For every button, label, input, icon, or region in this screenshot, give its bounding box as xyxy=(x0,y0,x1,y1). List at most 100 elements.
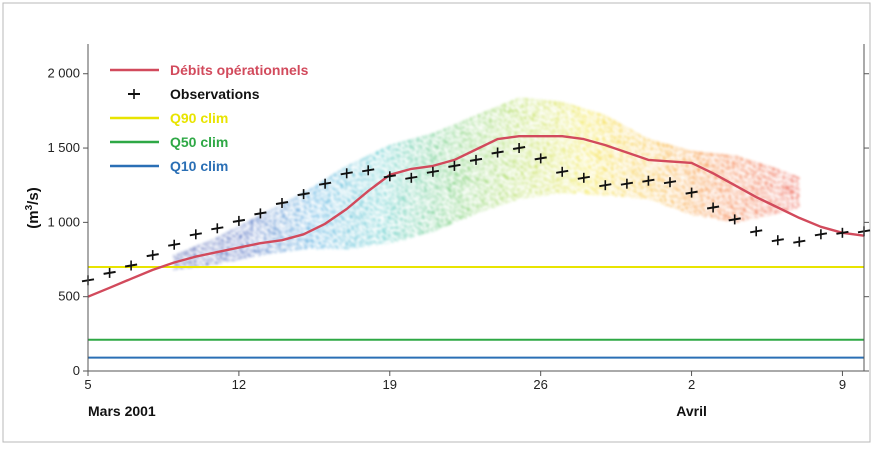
ensemble-trace xyxy=(297,218,298,222)
ensemble-trace xyxy=(212,239,213,241)
ensemble-trace xyxy=(699,172,700,175)
ensemble-trace xyxy=(294,208,295,210)
ensemble-trace xyxy=(458,168,459,170)
ensemble-trace xyxy=(222,246,223,250)
ensemble-trace xyxy=(421,151,422,154)
ensemble-trace xyxy=(393,207,394,211)
ensemble-trace xyxy=(407,219,408,223)
ensemble-trace xyxy=(721,209,722,212)
ensemble-trace xyxy=(611,175,612,178)
ensemble-trace xyxy=(693,176,694,180)
ensemble-trace xyxy=(340,192,341,195)
ensemble-trace xyxy=(783,204,784,206)
ensemble-trace xyxy=(411,197,412,201)
ensemble-trace xyxy=(722,174,723,176)
ensemble-trace xyxy=(391,212,392,215)
ensemble-trace xyxy=(585,141,586,145)
ensemble-trace xyxy=(563,102,564,107)
ensemble-trace xyxy=(203,265,204,267)
ensemble-trace xyxy=(349,229,350,233)
ensemble-trace xyxy=(690,167,691,169)
ensemble-trace xyxy=(601,114,602,116)
ensemble-trace xyxy=(566,180,567,183)
ensemble-trace xyxy=(311,198,312,200)
ensemble-trace xyxy=(376,173,377,176)
ensemble-trace xyxy=(599,156,600,161)
ensemble-trace xyxy=(745,163,746,165)
ensemble-trace xyxy=(587,179,588,183)
ensemble-trace xyxy=(532,180,533,182)
ensemble-trace xyxy=(265,217,266,221)
ensemble-trace xyxy=(189,263,190,265)
ensemble-trace xyxy=(441,136,442,139)
ensemble-trace xyxy=(612,190,613,195)
ensemble-trace xyxy=(681,209,682,211)
ensemble-trace xyxy=(762,181,763,184)
ensemble-trace xyxy=(714,200,715,202)
ensemble-trace xyxy=(551,191,552,193)
ensemble-trace xyxy=(378,158,379,160)
ensemble-trace xyxy=(507,152,508,155)
ensemble-trace xyxy=(484,152,485,154)
ensemble-trace xyxy=(371,214,372,216)
ensemble-trace xyxy=(659,153,660,157)
ensemble-trace xyxy=(703,213,704,217)
ensemble-trace xyxy=(616,132,617,136)
ensemble-trace xyxy=(510,127,511,130)
ensemble-trace xyxy=(278,228,279,232)
ensemble-trace xyxy=(419,161,420,163)
ensemble-trace xyxy=(611,150,612,153)
ensemble-trace xyxy=(260,219,261,223)
ensemble-trace xyxy=(390,166,391,171)
ensemble-trace xyxy=(724,202,725,206)
ensemble-trace xyxy=(566,161,567,166)
ensemble-trace xyxy=(431,178,432,180)
ensemble-trace xyxy=(333,197,334,200)
ensemble-trace xyxy=(479,177,480,181)
ensemble-trace xyxy=(477,183,478,188)
ensemble-trace xyxy=(244,237,245,242)
ensemble-trace xyxy=(356,175,357,177)
ensemble-trace xyxy=(709,158,710,160)
ensemble-trace xyxy=(339,197,340,202)
ensemble-trace xyxy=(542,103,543,107)
ensemble-trace xyxy=(419,222,420,226)
ensemble-trace xyxy=(643,161,644,164)
ensemble-trace xyxy=(304,210,305,214)
ensemble-trace xyxy=(650,148,651,150)
ensemble-trace xyxy=(683,164,684,167)
ensemble-trace xyxy=(181,255,182,260)
ensemble-trace xyxy=(640,141,641,146)
ensemble-trace xyxy=(366,206,367,211)
ensemble-trace xyxy=(753,202,754,206)
ensemble-trace xyxy=(229,259,230,262)
ensemble-trace xyxy=(465,207,466,209)
ensemble-trace xyxy=(313,220,314,223)
ensemble-trace xyxy=(371,154,372,157)
ensemble-trace xyxy=(776,197,777,201)
ensemble-trace xyxy=(415,157,416,161)
ensemble-trace xyxy=(457,132,458,135)
ensemble-trace xyxy=(602,155,603,160)
ensemble-trace xyxy=(532,153,533,155)
ensemble-trace xyxy=(308,195,309,199)
ensemble-trace xyxy=(340,242,341,246)
ensemble-trace xyxy=(477,174,478,176)
ensemble-trace xyxy=(508,182,509,185)
ensemble-trace xyxy=(661,148,662,153)
ensemble-trace xyxy=(306,217,307,220)
ensemble-trace xyxy=(236,259,237,260)
ensemble-trace xyxy=(717,169,718,174)
ensemble-trace xyxy=(251,238,252,242)
ensemble-trace xyxy=(779,176,780,179)
y-tick-label: 1 000 xyxy=(47,214,80,229)
ensemble-trace xyxy=(465,198,466,202)
ensemble-trace xyxy=(431,150,432,152)
ensemble-trace xyxy=(260,253,261,255)
ensemble-trace xyxy=(407,209,408,211)
ensemble-trace xyxy=(700,152,701,155)
ensemble-trace xyxy=(405,205,406,207)
ensemble-trace xyxy=(289,213,290,216)
ensemble-trace xyxy=(705,194,706,198)
